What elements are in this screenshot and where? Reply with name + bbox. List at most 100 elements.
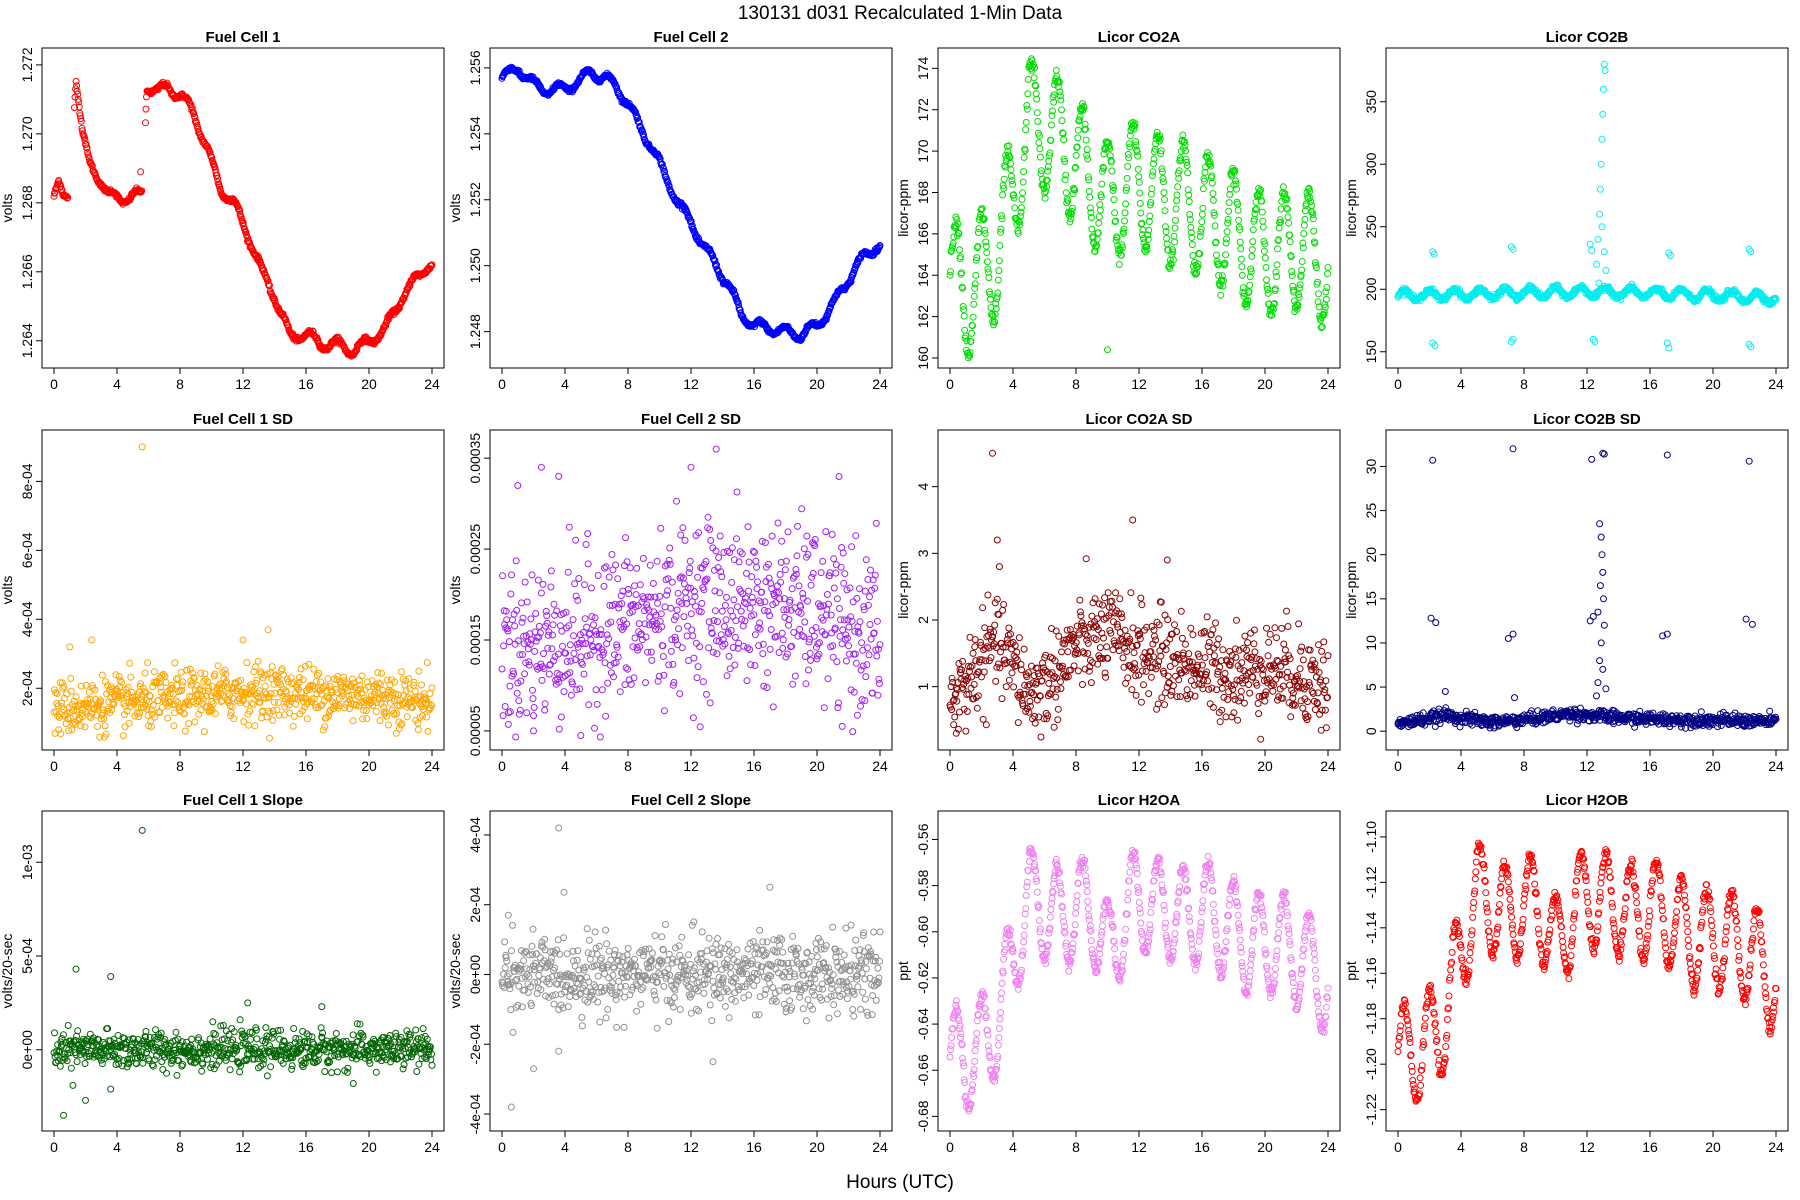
data-point — [1093, 235, 1101, 243]
data-point — [1247, 268, 1255, 276]
x-tick-label: 12 — [683, 376, 699, 392]
data-point — [1020, 153, 1028, 161]
data-point — [970, 300, 978, 308]
data-point — [1275, 236, 1283, 244]
data-point — [1182, 147, 1189, 155]
data-point — [992, 305, 1000, 313]
x-tick-label: 24 — [1320, 376, 1336, 392]
x-tick-label: 12 — [1131, 376, 1147, 392]
data-point — [1235, 216, 1243, 224]
data-point — [995, 257, 1003, 265]
data-point — [1041, 189, 1049, 197]
data-point — [1294, 301, 1302, 309]
data-point — [1145, 226, 1153, 234]
data-point — [1187, 223, 1195, 231]
data-point — [74, 95, 82, 103]
data-point — [1134, 152, 1142, 160]
data-point — [1296, 281, 1304, 289]
data-point — [1143, 242, 1151, 250]
data-point — [1136, 189, 1144, 197]
data-point — [1033, 95, 1041, 103]
data-point — [1106, 145, 1114, 152]
data-point — [1018, 195, 1026, 203]
data-point — [1208, 172, 1216, 180]
data-point — [1209, 190, 1217, 198]
data-point — [1018, 204, 1025, 212]
data-point — [997, 225, 1005, 233]
data-point — [1099, 167, 1106, 175]
x-tick-label: 20 — [1705, 376, 1721, 392]
data-point — [713, 261, 720, 269]
x-tick-label: 0 — [50, 758, 58, 774]
data-point — [983, 249, 991, 257]
data-point — [1106, 152, 1114, 160]
data-point — [1044, 167, 1052, 175]
data-point — [1047, 137, 1055, 144]
data-point — [1173, 191, 1181, 199]
data-point — [981, 226, 989, 234]
data-point — [1210, 209, 1218, 217]
data-point — [1183, 158, 1191, 166]
data-point — [1156, 135, 1164, 143]
x-tick-label: 4 — [1009, 758, 1017, 774]
data-point — [1207, 162, 1215, 170]
data-point — [1072, 163, 1080, 171]
data-point — [1108, 167, 1116, 175]
data-point — [1257, 186, 1265, 194]
data-point — [1109, 187, 1117, 194]
x-tick-label: 8 — [1072, 758, 1080, 774]
y-tick-label: 164 — [915, 263, 931, 287]
data-point — [978, 205, 986, 212]
y-tick-label: 2 — [915, 616, 931, 624]
x-tick-label: 20 — [809, 758, 825, 774]
data-point — [1084, 155, 1092, 163]
x-tick-label: 16 — [746, 376, 762, 392]
data-point — [1248, 252, 1256, 260]
y-tick-label: 174 — [915, 56, 931, 80]
data-point — [1062, 171, 1070, 179]
data-point — [1087, 209, 1095, 217]
y-tick-label: 162 — [915, 305, 931, 329]
data-point — [959, 284, 967, 292]
data-point — [988, 310, 996, 318]
data-point — [999, 191, 1007, 199]
data-point — [960, 312, 968, 320]
data-point — [190, 110, 198, 117]
data-point — [1043, 183, 1051, 191]
data-point — [1032, 82, 1040, 90]
data-point — [1082, 136, 1090, 144]
y-tick-label: 0.00035 — [467, 433, 483, 484]
data-point — [1305, 184, 1313, 192]
data-point — [1024, 90, 1032, 98]
y-tick-label: 0.00015 — [467, 614, 483, 665]
data-point — [1036, 145, 1044, 153]
data-point — [1137, 209, 1145, 217]
data-point — [1042, 187, 1050, 195]
data-point — [1113, 234, 1121, 242]
data-point — [71, 104, 78, 112]
y-tick-label: 4e-04 — [19, 601, 35, 637]
data-point — [1293, 305, 1301, 313]
data-point — [255, 254, 263, 262]
data-point — [993, 293, 1001, 301]
data-point — [1075, 116, 1083, 124]
x-tick-label: 0 — [498, 758, 506, 774]
data-point — [1283, 195, 1291, 203]
data-point — [1277, 218, 1285, 226]
data-point — [1032, 90, 1040, 98]
data-point — [1010, 194, 1018, 202]
data-point — [1197, 228, 1205, 236]
x-tick-label: 24 — [424, 758, 440, 774]
data-point — [974, 242, 982, 250]
data-point — [1150, 155, 1158, 163]
data-point — [982, 238, 990, 246]
x-tick-label: 4 — [113, 758, 121, 774]
data-point — [1231, 167, 1239, 174]
data-point — [1136, 200, 1144, 207]
data-point — [659, 164, 667, 172]
data-point — [1132, 138, 1140, 146]
data-point — [88, 162, 96, 170]
chart-title: Licor CO2A SD — [1086, 411, 1193, 428]
x-tick-label: 16 — [298, 376, 314, 392]
